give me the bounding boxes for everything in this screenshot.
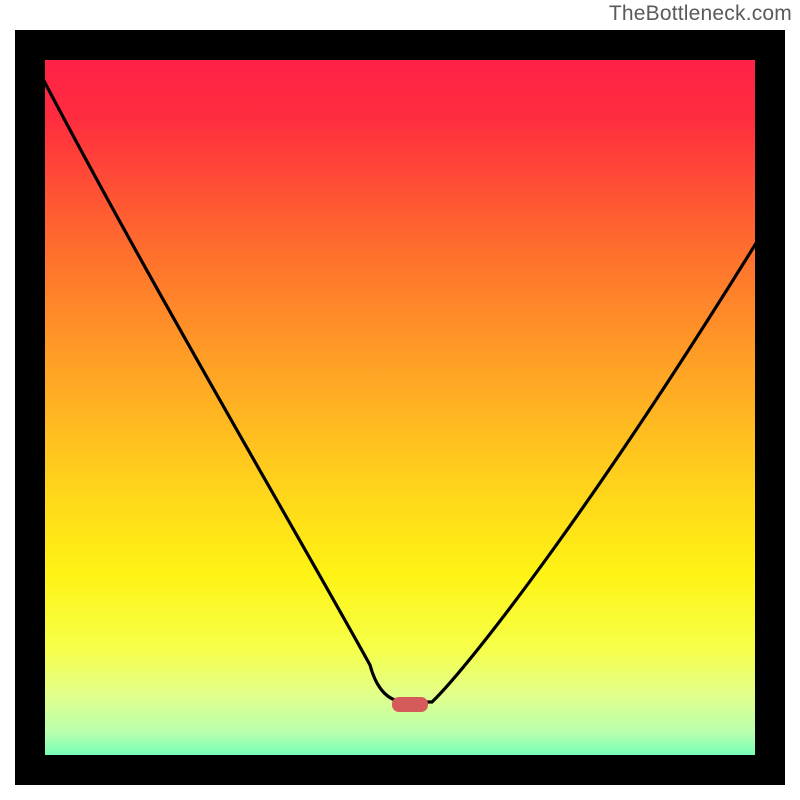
watermark-text: TheBottleneck.com [609, 2, 792, 26]
chart-stage: TheBottleneck.com [0, 0, 800, 800]
bottleneck-chart-svg [0, 0, 800, 800]
gradient-background [15, 30, 785, 785]
trough-marker [392, 697, 428, 712]
